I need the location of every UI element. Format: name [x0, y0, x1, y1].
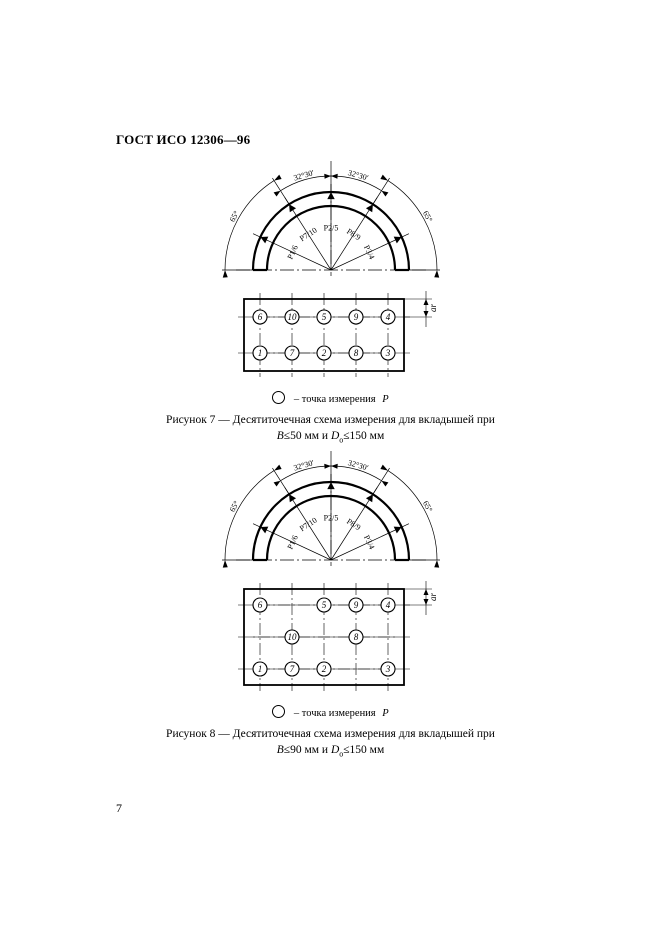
- fig7-var-B: B: [277, 430, 284, 442]
- fig8-mid: ≤90 мм и: [284, 744, 331, 756]
- figure-8: P1/6P7/10P2/5P8/9P3/432°30′32°30′65°65° …: [0, 450, 661, 760]
- svg-text:65°: 65°: [227, 209, 240, 223]
- svg-text:5: 5: [321, 600, 326, 610]
- legend-text: – точка измерения: [294, 394, 376, 405]
- svg-text:10: 10: [287, 312, 297, 322]
- svg-text:9: 9: [353, 600, 358, 610]
- legend-var: P: [382, 708, 388, 719]
- svg-text:P1/6: P1/6: [285, 244, 299, 261]
- svg-text:P8/9: P8/9: [345, 227, 362, 242]
- svg-text:P3/4: P3/4: [362, 244, 376, 261]
- svg-text:32°30′: 32°30′: [292, 168, 315, 182]
- svg-text:4: 4: [385, 312, 390, 322]
- svg-text:P2/5: P2/5: [323, 513, 338, 522]
- fig8-var-B: B: [277, 744, 284, 756]
- page-number: 7: [116, 801, 122, 816]
- svg-text:P2/5: P2/5: [323, 223, 338, 232]
- svg-text:8: 8: [353, 632, 358, 642]
- svg-text:10: 10: [287, 632, 297, 642]
- fig8-rect-diagram: 6 5 9 4 10 8 1 7 2 3 ar: [216, 581, 446, 695]
- fig7-caption-l1: Рисунок 7 — Десятиточечная схема измерен…: [166, 414, 495, 426]
- fig8-caption: Рисунок 8 — Десятиточечная схема измерен…: [0, 727, 661, 760]
- svg-text:3: 3: [384, 664, 390, 674]
- svg-text:1: 1: [257, 348, 262, 358]
- svg-text:8: 8: [353, 348, 358, 358]
- svg-text:32°30′: 32°30′: [346, 168, 369, 182]
- page: ГОСТ ИСО 12306—96 P1/6P7/10P2/5P8/9P3/43…: [0, 0, 661, 936]
- fig7-var-D: D: [331, 430, 339, 442]
- svg-text:6: 6: [257, 600, 262, 610]
- svg-text:ar: ar: [428, 593, 438, 602]
- svg-text:6: 6: [257, 312, 262, 322]
- doc-header: ГОСТ ИСО 12306—96: [116, 132, 250, 148]
- fig7-rect-diagram: 6 10 5 9 4 1 7 2 8 3 ar: [216, 291, 446, 381]
- svg-text:2: 2: [321, 664, 326, 674]
- svg-text:4: 4: [385, 600, 390, 610]
- fig7-legend: – точка измерения P: [0, 391, 661, 405]
- svg-text:65°: 65°: [420, 499, 433, 513]
- fig8-var-D: D: [331, 744, 339, 756]
- fig7-arc-diagram: P1/6P7/10 P2/5 P8/9P3/4 32°30′ 32°30′ 65° 65°: [201, 160, 461, 285]
- legend-circle-icon: [272, 705, 285, 718]
- legend-circle-icon: [272, 391, 285, 404]
- svg-text:P1/6: P1/6: [285, 534, 299, 551]
- fig8-caption-l1: Рисунок 8 — Десятиточечная схема измерен…: [166, 728, 495, 740]
- svg-text:ar: ar: [428, 304, 438, 313]
- svg-text:7: 7: [289, 664, 294, 674]
- figure-7: P1/6P7/10P2/5P8/9P3/432°30′32°30′65°65° …: [0, 160, 661, 446]
- svg-text:P8/9: P8/9: [345, 517, 362, 532]
- svg-text:P7/10: P7/10: [298, 516, 319, 534]
- svg-text:1: 1: [257, 664, 262, 674]
- legend-var: P: [382, 394, 388, 405]
- fig8-suffix: ≤150 мм: [343, 744, 384, 756]
- fig7-suffix: ≤150 мм: [343, 430, 384, 442]
- fig7-caption: Рисунок 7 — Десятиточечная схема измерен…: [0, 413, 661, 446]
- svg-text:65°: 65°: [227, 499, 240, 513]
- svg-text:3: 3: [384, 348, 390, 358]
- fig8-legend: – точка измерения P: [0, 705, 661, 719]
- svg-text:9: 9: [353, 312, 358, 322]
- svg-text:7: 7: [289, 348, 294, 358]
- fig7-mid: ≤50 мм и: [284, 430, 331, 442]
- fig8-arc-diagram: P1/6P7/10 P2/5 P8/9P3/4 32°30′ 32°30′ 65° 65°: [201, 450, 461, 575]
- svg-text:5: 5: [321, 312, 326, 322]
- svg-text:32°30′: 32°30′: [346, 458, 369, 472]
- legend-text: – точка измерения: [294, 708, 376, 719]
- svg-text:32°30′: 32°30′: [292, 458, 315, 472]
- svg-text:P3/4: P3/4: [362, 534, 376, 551]
- svg-text:P7/10: P7/10: [298, 226, 319, 244]
- svg-text:2: 2: [321, 348, 326, 358]
- svg-text:65°: 65°: [420, 209, 433, 223]
